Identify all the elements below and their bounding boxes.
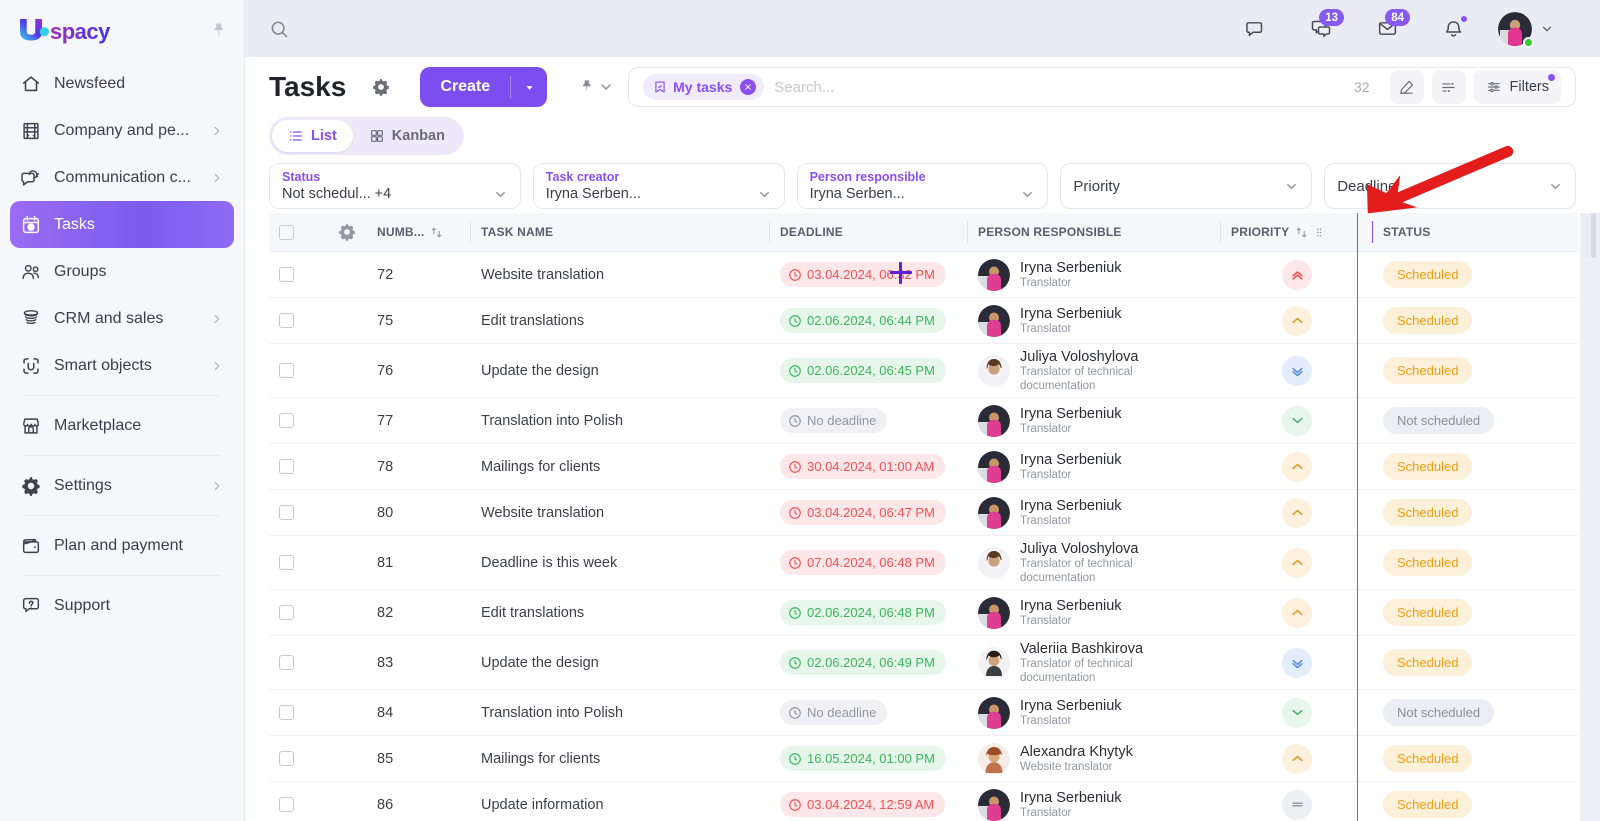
svg-text:spacy: spacy [50,19,111,44]
